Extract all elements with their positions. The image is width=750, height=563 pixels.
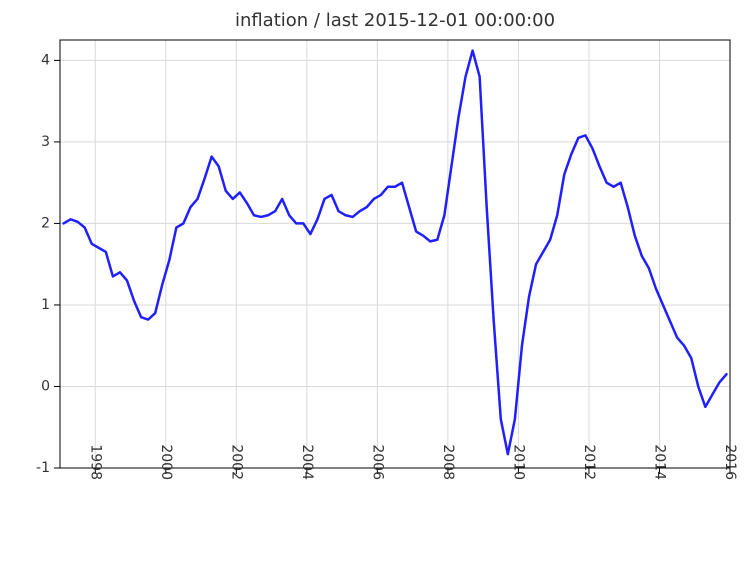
plot-area [60,40,730,468]
chart-container: -1 0 1 2 3 4 1998 2000 2002 2004 2006 2008 2010 2012 2… [0,0,750,563]
y-tick-label: 0 [41,378,50,394]
chart-title: inflation / last 2015-12-01 00:00:00 [235,10,555,31]
y-tick-label: -1 [36,460,50,476]
y-tick-label: 4 [41,52,50,68]
x-tick-label: 2004 [299,444,315,480]
x-tick-label: 2002 [228,444,244,480]
x-tick-label: 2014 [651,444,667,480]
x-tick-label: 2012 [581,444,597,480]
inflation-chart: -1 0 1 2 3 4 1998 2000 2002 2004 2006 2008 2010 2012 2… [0,0,750,563]
x-tick-label: 1998 [87,444,103,480]
y-tick-label: 3 [41,134,50,150]
y-tick-label: 1 [41,297,50,313]
x-tick-label: 2006 [369,444,385,480]
y-tick-label: 2 [41,215,50,231]
x-tick-label: 2010 [510,444,526,480]
x-tick-label: 2008 [440,444,456,480]
y-axis: -1 0 1 2 3 4 [36,52,60,476]
x-tick-label: 2016 [722,444,738,480]
x-tick-label: 2000 [158,444,174,480]
